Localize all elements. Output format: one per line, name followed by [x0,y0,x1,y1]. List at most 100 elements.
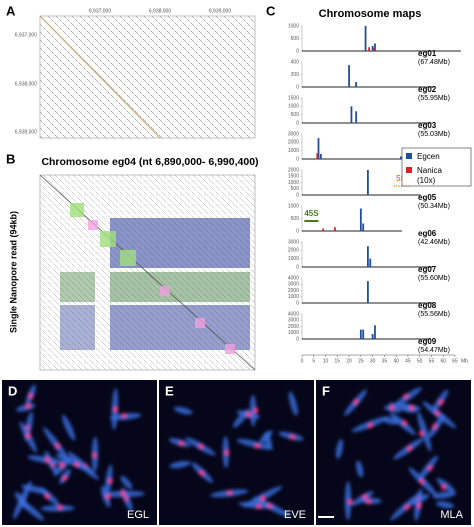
egcen-peak [367,281,369,303]
centromere-signal [260,496,266,501]
centromere-signal [178,441,184,447]
chromosome-name: eg02 [418,85,437,94]
centromere-signal [28,393,34,399]
y-tick-label: 4000 [288,311,299,317]
centromere-signal [253,408,259,413]
y-tick-label: 500 [291,112,300,118]
panel-caption: EGL [127,509,149,521]
a-left-tick: 6,938,000 [15,81,37,87]
y-tick-label: 1500 [288,95,299,101]
panel-caption: MLA [440,509,463,521]
a-top-tick: 6,938,000 [149,8,171,14]
y-tick-label: 3000 [288,318,299,324]
centromere-signal [59,462,65,468]
nanica-peak [372,48,375,51]
x-tick-label: 5 [312,358,315,364]
chromosome-name: eg08 [418,301,437,310]
chromosome-maps: 05001000eg01(67.48Mb)0200400eg02(55.95Mb… [288,23,468,364]
x-tick-label: 15 [335,358,341,364]
y-tick-label: 1000 [288,180,299,186]
a-top-tick: 6,937,000 [89,8,111,14]
panel-label: E [165,383,174,398]
egcen-peak [350,106,353,123]
chromosome-name: eg01 [418,49,437,58]
a-left-tick: 6,939,000 [15,129,37,135]
nanica-peak [368,47,370,51]
dotplot-a [40,16,255,138]
dotplot-b-diag-blocks [70,203,235,354]
x-tick-label: 60 [440,358,446,364]
panel-label: D [8,383,17,398]
annotation-5s: 5S [396,174,406,183]
y-tick-label: 400 [291,59,300,65]
y-tick-label: 1000 [288,148,299,154]
chromosome [62,414,76,441]
egcen-peak [355,111,358,123]
centromere-signal [289,434,295,440]
y-tick-label: 3000 [288,239,299,245]
centromere-signal [367,423,373,428]
panel-b-y-label: Single Nanopore read (94kb) [8,211,18,333]
chromosome [335,439,344,459]
y-tick-label: 3000 [288,131,299,137]
chromosome [174,406,193,415]
chromosome [432,491,456,499]
y-tick-label: 0 [296,48,299,54]
dotplot-a-diagonal [39,15,161,139]
y-tick-label: 3000 [288,282,299,288]
chromosome-blobs [13,384,145,521]
y-tick-label: 1000 [288,23,299,29]
centromere-signal [224,450,230,456]
legend-note: (10x) [417,176,436,185]
centromere-signal [434,410,440,416]
x-tick-label: 10 [323,358,329,364]
centromere-signal [409,405,415,411]
legend-label: Nanica [417,166,442,175]
centromere-signal [438,399,444,405]
y-tick-label: 0 [296,300,299,306]
chromosome-blobs [168,391,304,518]
centromere-signal [419,479,425,484]
y-tick-label: 2000 [288,140,299,146]
panel-label: F [322,383,330,398]
x-tick-label: 25 [358,358,364,364]
chromosome [236,438,274,450]
chromosome-name: eg06 [418,229,437,238]
chromosome [13,480,32,520]
chromosome-name: eg07 [418,265,437,274]
chromosome [264,432,272,450]
y-tick-label: 2000 [288,248,299,254]
micrographs: D EGL E EVE F MLA [2,380,471,525]
egcen-peak [359,208,362,231]
annotation-45s: 45S [304,209,319,218]
centromere-signal [105,494,111,500]
panel-caption: EVE [284,509,306,521]
y-tick-label: 500 [291,36,300,42]
centromere-signal [120,490,126,496]
legend-swatch [406,153,412,159]
nanica-peak [322,228,325,231]
y-tick-label: 500 [291,186,300,192]
y-tick-label: 0 [296,156,299,162]
egcen-peak [364,26,367,51]
y-tick-label: 2000 [288,288,299,294]
chromosome-size: (55.95Mb) [418,95,450,102]
chromosome [16,403,36,412]
panel-label: A [6,3,16,18]
chromosome-blobs [335,387,457,521]
centromere-signal [419,431,424,436]
x-tick-label: 20 [346,358,352,364]
chromosome-name: eg03 [418,121,437,130]
y-tick-label: 0 [296,264,299,270]
y-tick-label: 2000 [288,167,299,173]
centromere-signal [267,503,273,509]
y-tick-label: 0 [296,336,299,342]
chromosome [355,460,364,478]
egcen-peak [362,223,365,231]
nanica-peak [316,153,319,159]
chromosome [253,496,291,518]
panel-label: B [6,151,15,166]
chromosome [351,491,374,506]
chromosome [436,478,456,493]
chromosome [120,475,133,490]
